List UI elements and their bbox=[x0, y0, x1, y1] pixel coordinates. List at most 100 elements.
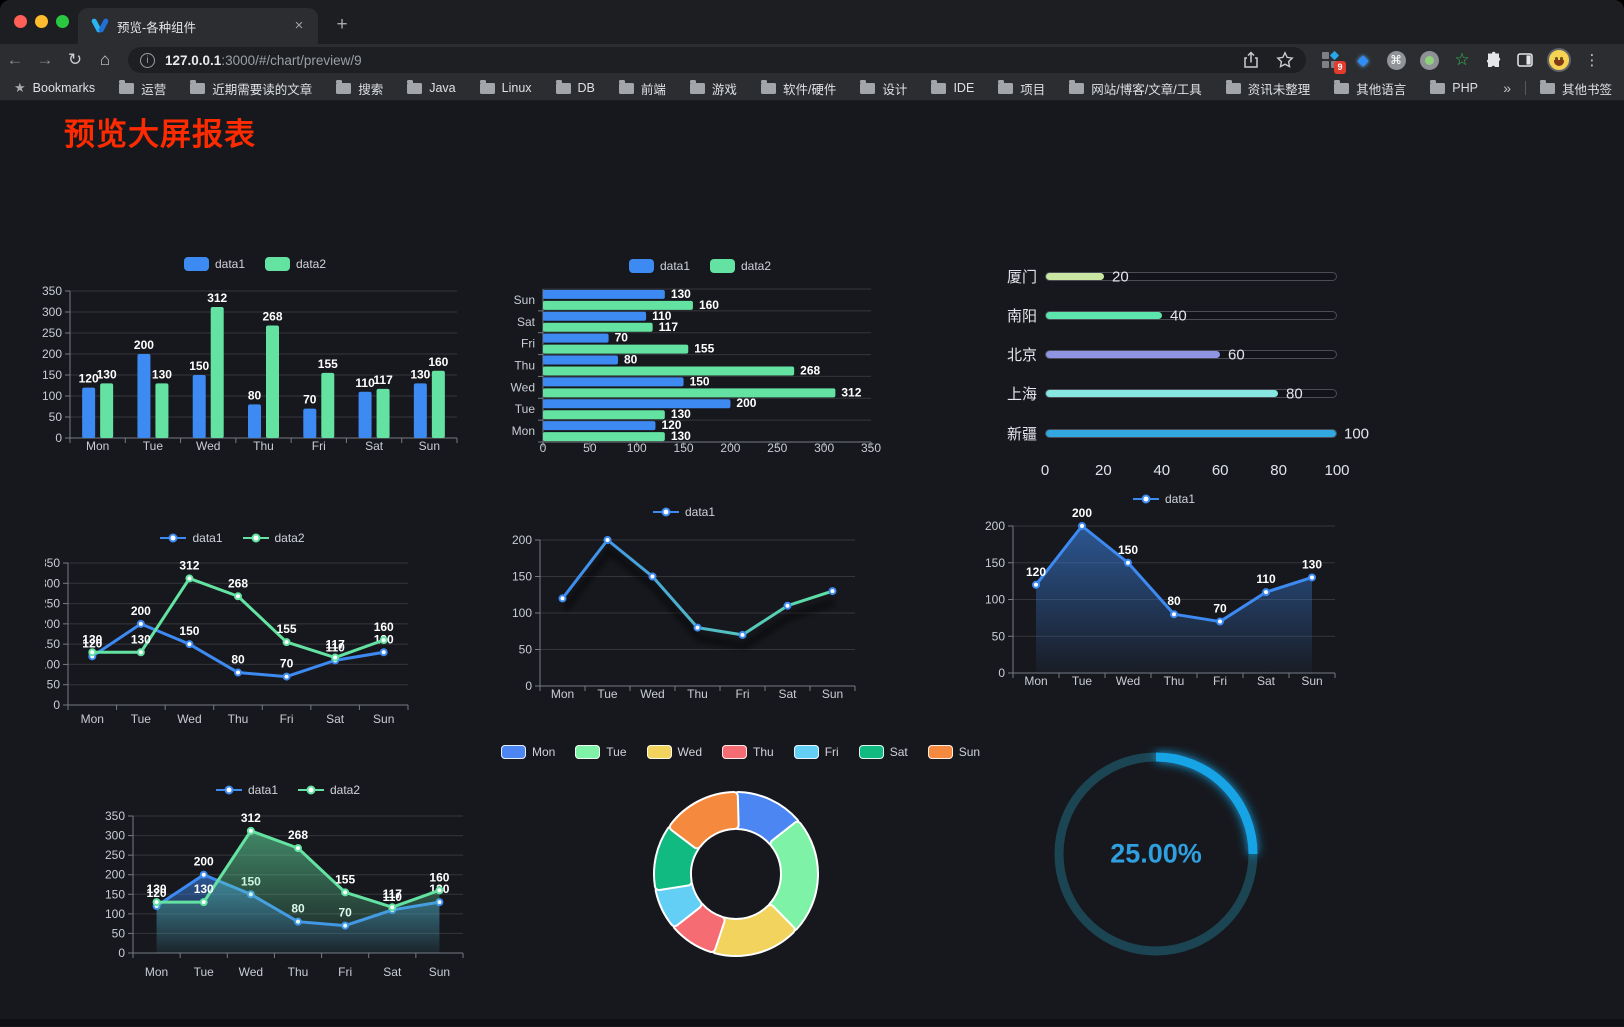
svg-text:Fri: Fri bbox=[1213, 674, 1227, 688]
legend-item[interactable]: data2 bbox=[242, 531, 305, 545]
svg-text:268: 268 bbox=[228, 576, 248, 590]
svg-text:100: 100 bbox=[105, 907, 125, 921]
minimize-window-button[interactable] bbox=[35, 15, 48, 28]
bookmark-folder[interactable]: 其他语言 bbox=[1334, 79, 1406, 98]
svg-text:117: 117 bbox=[659, 320, 679, 334]
forward-icon[interactable]: → bbox=[36, 50, 54, 69]
url-text: 127.0.0.1:3000/#/chart/preview/9 bbox=[165, 52, 362, 68]
back-icon[interactable]: ← bbox=[6, 50, 24, 69]
svg-text:70: 70 bbox=[303, 393, 317, 407]
side-panel-icon[interactable] bbox=[1516, 51, 1534, 69]
share-icon[interactable] bbox=[1242, 51, 1260, 69]
home-icon[interactable]: ⌂ bbox=[99, 50, 111, 69]
url-bar[interactable]: i 127.0.0.1:3000/#/chart/preview/9 bbox=[128, 47, 1306, 73]
progress-label: 南阳 bbox=[1006, 308, 1037, 325]
legend-item[interactable]: data1 bbox=[215, 783, 278, 797]
tab-close-icon[interactable]: × bbox=[294, 17, 304, 34]
extension-record-icon[interactable] bbox=[1419, 50, 1439, 70]
site-info-icon[interactable]: i bbox=[140, 52, 155, 68]
bookmark-folder[interactable]: 游戏 bbox=[689, 79, 737, 98]
other-bookmarks-folder[interactable]: 其他书签 bbox=[1539, 79, 1612, 98]
bookmark-folder[interactable]: 近期需要读的文章 bbox=[190, 79, 312, 98]
progress-track: 20 bbox=[1045, 268, 1337, 285]
bookmark-folder[interactable]: 项目 bbox=[998, 79, 1045, 98]
legend-swatch-icon bbox=[575, 745, 601, 759]
bookmark-folder[interactable]: 搜索 bbox=[336, 79, 383, 98]
bookmarks-overflow-chevron[interactable]: » bbox=[1503, 80, 1511, 96]
svg-text:Thu: Thu bbox=[228, 712, 249, 726]
svg-text:150: 150 bbox=[42, 368, 62, 382]
gauge-chart-canvas bbox=[1054, 752, 1258, 956]
legend-item[interactable]: data2 bbox=[265, 257, 326, 271]
extension-badge: 9 bbox=[1333, 61, 1346, 74]
svg-text:Wed: Wed bbox=[196, 439, 220, 453]
folder-icon bbox=[119, 80, 135, 94]
svg-text:80: 80 bbox=[1167, 594, 1181, 608]
bookmark-folder[interactable]: 网站/博客/文章/工具 bbox=[1069, 79, 1202, 98]
svg-text:120: 120 bbox=[1026, 565, 1046, 579]
bookmark-folder[interactable]: 运营 bbox=[119, 79, 166, 98]
legend-item[interactable]: Wed bbox=[646, 745, 702, 759]
svg-text:70: 70 bbox=[280, 657, 294, 671]
legend-item[interactable]: data1 bbox=[1132, 492, 1195, 506]
legend-item[interactable]: Fri bbox=[793, 745, 839, 759]
legend-item[interactable]: data2 bbox=[710, 259, 771, 273]
legend-item[interactable]: Tue bbox=[575, 745, 627, 759]
bookmarks-divider bbox=[1524, 81, 1526, 95]
legend-item[interactable]: Thu bbox=[722, 745, 774, 759]
legend-item[interactable]: data1 bbox=[628, 259, 690, 273]
folder-icon bbox=[336, 80, 352, 94]
new-tab-button[interactable]: + bbox=[336, 14, 348, 35]
bookmark-folder[interactable]: 软件/硬件 bbox=[760, 79, 836, 98]
svg-text:110: 110 bbox=[652, 309, 672, 323]
zoom-window-button[interactable] bbox=[56, 15, 69, 28]
svg-text:200: 200 bbox=[1072, 506, 1092, 520]
progress-label: 新疆 bbox=[1006, 426, 1037, 443]
folder-icon bbox=[998, 80, 1014, 94]
bookmark-folder[interactable]: Linux bbox=[479, 79, 532, 98]
legend-swatch-icon bbox=[183, 257, 209, 271]
bookmark-folder[interactable]: IDE bbox=[931, 79, 974, 98]
close-window-button[interactable] bbox=[14, 15, 27, 28]
legend-item[interactable]: data1 bbox=[160, 531, 223, 545]
svg-text:200: 200 bbox=[194, 855, 214, 869]
legend-item[interactable]: data1 bbox=[183, 257, 245, 271]
legend-item[interactable]: data2 bbox=[298, 783, 360, 797]
svg-text:130: 130 bbox=[410, 367, 430, 381]
svg-text:155: 155 bbox=[694, 342, 714, 356]
extension-grid-icon[interactable]: 9 bbox=[1320, 50, 1346, 74]
svg-text:0: 0 bbox=[118, 946, 125, 960]
extension-star-icon[interactable]: ☆ bbox=[1454, 50, 1470, 69]
extension-command-icon[interactable]: ⌘ bbox=[1386, 50, 1406, 70]
svg-text:130: 130 bbox=[671, 429, 691, 443]
browser-tab[interactable]: 预览-各种组件 × bbox=[78, 8, 318, 44]
legend-item[interactable]: Mon bbox=[500, 745, 555, 759]
extensions-puzzle-icon[interactable] bbox=[1485, 51, 1503, 69]
bookmark-folder[interactable]: DB bbox=[555, 79, 595, 98]
browser-toolbar: ← → ↻ ⌂ i 127.0.0.1:3000/#/chart/preview… bbox=[0, 44, 1624, 76]
profile-avatar[interactable] bbox=[1547, 48, 1571, 72]
single-area-chart-canvas: 0 50 100 150 200 Mon Tue Wed Thu Fri Sat Sun 120 200 1… bbox=[985, 506, 1336, 688]
bookmark-folder[interactable]: PHP bbox=[1430, 79, 1478, 98]
browser-menu-icon[interactable]: ⋮ bbox=[1584, 52, 1600, 69]
svg-text:Tue: Tue bbox=[194, 965, 215, 979]
extension-gem-icon[interactable]: ◆ bbox=[1357, 52, 1369, 69]
city-progress-chart: 厦门 20 南阳 40 北京 60 上海 80 新疆 100 0 20 40 60 80 100 bbox=[990, 257, 1369, 487]
bookmark-star-icon[interactable] bbox=[1276, 51, 1294, 69]
svg-text:Wed: Wed bbox=[1116, 674, 1140, 688]
tab-favicon-icon bbox=[90, 17, 110, 34]
extensions-area: 9 ◆ ⌘ ☆ ⋮ bbox=[1312, 48, 1610, 74]
pie-segment-sun[interactable] bbox=[670, 793, 738, 848]
bookmarks-manager[interactable]: ★ Bookmarks bbox=[14, 80, 95, 96]
legend-item[interactable]: data1 bbox=[652, 505, 715, 519]
bookmark-folder[interactable]: 资讯未整理 bbox=[1225, 79, 1310, 98]
svg-text:155: 155 bbox=[318, 357, 338, 371]
bookmark-folder[interactable]: 前端 bbox=[618, 79, 666, 98]
bookmark-folder[interactable]: Java bbox=[407, 79, 456, 98]
legend-item[interactable]: Sat bbox=[858, 745, 908, 759]
svg-text:130: 130 bbox=[671, 287, 691, 301]
legend-item[interactable]: Sun bbox=[927, 745, 980, 759]
reload-icon[interactable]: ↻ bbox=[67, 50, 83, 69]
bookmark-folder[interactable]: 设计 bbox=[860, 79, 907, 98]
legend-swatch-icon bbox=[265, 257, 290, 271]
